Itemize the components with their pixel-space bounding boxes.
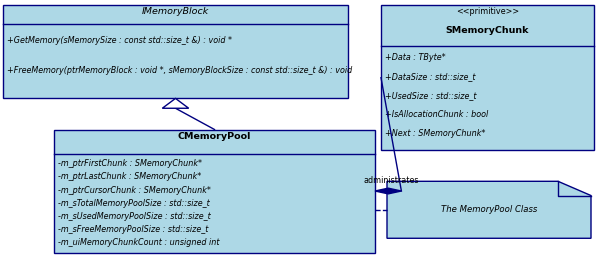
Text: -m_ptrFirstChunk : SMemoryChunk*: -m_ptrFirstChunk : SMemoryChunk* [58,159,202,168]
Text: -m_ptrCursorChunk : SMemoryChunk*: -m_ptrCursorChunk : SMemoryChunk* [58,186,211,195]
Text: +GetMemory(sMemorySize : const std::size_t &) : void *: +GetMemory(sMemorySize : const std::size… [7,36,232,45]
Bar [3,5,348,98]
Text: +Next : SMemoryChunk*: +Next : SMemoryChunk* [385,129,485,138]
Text: -m_sTotalMemoryPoolSize : std::size_t: -m_sTotalMemoryPoolSize : std::size_t [58,199,209,208]
Polygon shape [375,188,401,194]
Text: -m_uiMemoryChunkCount : unsigned int: -m_uiMemoryChunkCount : unsigned int [58,238,219,247]
Text: +Data : TByte*: +Data : TByte* [385,53,445,62]
Text: <<primitive>>: <<primitive>> [456,7,519,16]
Text: +DataSize : std::size_t: +DataSize : std::size_t [385,72,475,81]
Text: administrates: administrates [364,176,419,184]
Polygon shape [387,181,591,238]
Text: +IsAllocationChunk : bool: +IsAllocationChunk : bool [385,110,488,119]
Bar [381,5,594,150]
Text: The MemoryPool Class: The MemoryPool Class [441,205,537,214]
Text: SMemoryChunk: SMemoryChunk [446,26,529,34]
Bar [54,130,375,253]
Text: -m_ptrLastChunk : SMemoryChunk*: -m_ptrLastChunk : SMemoryChunk* [58,172,201,182]
Text: -m_sFreeMemoryPoolSize : std::size_t: -m_sFreeMemoryPoolSize : std::size_t [58,225,208,234]
Text: +FreeMemory(ptrMemoryBlock : void *, sMemoryBlockSize : const std::size_t &) : v: +FreeMemory(ptrMemoryBlock : void *, sMe… [7,66,352,75]
Text: IMemoryBlock: IMemoryBlock [142,7,209,16]
Text: CMemoryPool: CMemoryPool [178,132,251,141]
Polygon shape [162,98,188,108]
Text: +UsedSize : std::size_t: +UsedSize : std::size_t [385,91,476,100]
Text: -m_sUsedMemoryPoolSize : std::size_t: -m_sUsedMemoryPoolSize : std::size_t [58,212,211,221]
